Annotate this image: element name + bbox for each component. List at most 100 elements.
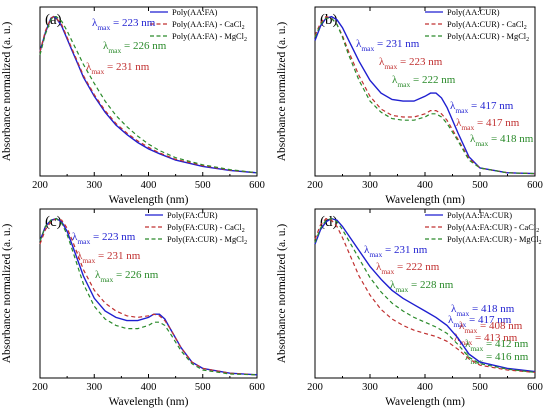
lambda-subscript: max [455,106,468,115]
x-tick-label: 300 [362,382,378,393]
x-tick-label: 500 [472,382,488,393]
lambda-max-annotation: λmax = 223 nm [92,17,156,32]
lambda-value: = 228 nm [408,279,453,291]
lambda-symbol: λ [392,74,398,86]
legend-entry: Poly(FA:CUR) [167,211,218,220]
legend-entry: Poly(FA:CUR) - MgCl2 [167,235,247,246]
lambda-max-annotation: λmax = 408 nm [459,320,523,335]
x-tick-label: 500 [195,382,211,393]
lambda-symbol: λ [356,38,362,50]
lambda-subscript: max [361,44,374,53]
x-tick-label: 600 [249,180,265,191]
legend-entry-text: Poly(FA:CUR) - CaCl [167,223,242,232]
x-tick-label: 200 [32,180,48,191]
legend-entry-subscript: 2 [524,25,527,31]
series-line-3 [39,16,258,174]
x-axis-label: Wavelength (nm) [109,194,189,206]
legend-entry: Poly(AA:FA) - CaCl2 [172,20,245,31]
x-tick-label: 200 [32,382,48,393]
lambda-max-annotation: λmax = 417 nm [450,100,514,115]
legend-entry-text: Poly(AA:FA:CUR) - CaCl [447,223,537,232]
lambda-symbol: λ [390,279,396,291]
x-tick-label: 200 [307,382,323,393]
lambda-symbol: λ [86,61,92,73]
lambda-subscript: max [108,46,121,55]
lambda-symbol: λ [465,351,471,363]
legend: Poly(FA:CUR) Poly(FA:CUR) - CaCl 2Poly(FA:… [145,211,247,246]
legend-entry: Poly(AA:FA:CUR) [447,211,512,220]
legend-entry-text: Poly(AA:CUR) - MgCl [447,32,527,41]
legend-entry-subscript: 2 [244,240,247,246]
series-line-2 [314,15,536,175]
panel-b: 200 300 400 500 600 Wavelength (nm) Absorbance… [276,6,543,206]
lambda-subscript: max [453,320,466,329]
lambda-subscript: max [397,80,410,89]
legend-entry-subscript: 2 [526,37,529,43]
legend-entry: Poly(AA:FA:CUR) - CaCl2 [447,223,539,234]
lambda-symbol: λ [459,320,465,332]
x-tick-label: 300 [86,382,102,393]
lambda-value: = 412 nm [483,338,528,350]
lambda-symbol: λ [376,261,382,273]
lambda-subscript: max [384,62,397,71]
series-line-1 [314,15,536,175]
lambda-subscript: max [82,256,95,265]
x-tick-label: 400 [417,382,433,393]
x-tick-label: 300 [362,180,378,191]
lambda-symbol: λ [450,100,456,112]
lambda-subscript: max [459,338,472,347]
lambda-max-annotation: λmax = 418 nm [470,133,534,148]
legend: Poly(AA:FA:CUR) Poly(AA:FA:CUR) - CaCl2Po… [425,211,542,246]
lambda-symbol: λ [92,17,98,29]
legend-entry-text: Poly(AA:CUR) - CaCl [447,20,524,29]
lambda-value: = 416 nm [483,351,528,363]
lambda-max-annotation: λmax = 222 nm [376,261,440,276]
lambda-value: = 223 nm [110,17,155,29]
x-tick-label: 400 [417,180,433,191]
lambda-subscript: max [381,267,394,276]
lambda-value: = 222 nm [394,261,439,273]
lambda-value: = 417 nm [474,117,519,129]
legend-entry-text: Poly(AA:FA) - CaCl [172,20,242,29]
lambda-max-annotation: λmax = 226 nm [103,40,167,55]
lambda-max-annotation: λmax = 223 nm [379,56,443,71]
lambda-subscript: max [91,67,104,76]
lambda-value: = 417 nm [468,100,513,112]
lambda-subscript: max [470,344,483,353]
lambda-max-annotation: λmax = 412 nm [465,338,529,353]
panel-a: 200 300 400 500 600 Wavelength (nm) Absorbance… [1,6,265,206]
lambda-subscript: max [77,237,90,246]
x-tick-label: 600 [527,180,543,191]
y-axis-label: Absorbance normalized (a. u.) [276,224,288,364]
y-axis-label: Absorbance normalized (a. u.) [1,224,13,364]
legend-entry-subscript: 2 [536,228,539,234]
lambda-value: = 226 nm [121,40,166,52]
series-line-3 [314,217,536,373]
lambda-symbol: λ [77,250,83,262]
lambda-max-annotation: λmax = 417 nm [448,314,512,329]
x-tick-label: 400 [141,382,157,393]
x-tick-label: 400 [141,180,157,191]
series-line-1 [314,217,536,373]
lambda-symbol: λ [448,314,454,326]
lambda-value: = 222 nm [410,74,455,86]
legend: Poly(AA:FA) Poly(AA:FA) - CaCl2Poly(AA:FA… [150,8,247,43]
legend-entry: Poly(AA:FA) - MgCl2 [172,32,247,43]
lambda-max-annotation: λmax = 228 nm [390,279,454,294]
lambda-max-annotation: λmax = 417 nm [456,117,520,132]
x-tick-label: 500 [472,180,488,191]
lambda-symbol: λ [72,231,78,243]
lambda-value: = 231 nm [95,250,140,262]
legend-entry-text: Poly(AA:FA) - MgCl [172,32,245,41]
legend-entry: Poly(AA:FA) [172,8,218,17]
series-line-1 [39,15,258,174]
legend-entry: Poly(AA:CUR) - MgCl2 [447,32,529,43]
lambda-value: = 413 nm [472,332,517,344]
lambda-max-annotation: λmax = 223 nm [72,231,136,246]
lambda-value: = 418 nm [488,133,533,145]
lambda-max-annotation: λmax = 231 nm [77,250,141,265]
lambda-value: = 223 nm [397,56,442,68]
lambda-max-annotation: λmax = 222 nm [392,74,456,89]
lambda-symbol: λ [364,244,370,256]
